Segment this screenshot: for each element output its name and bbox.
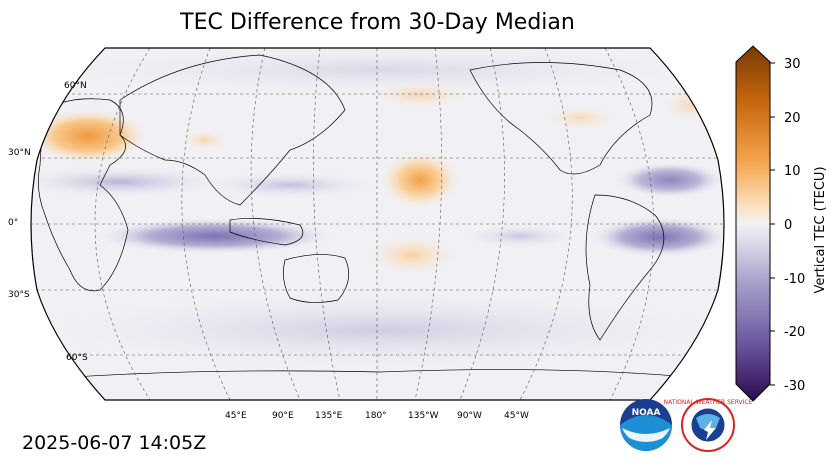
colorbar-tick-30: 30 (784, 57, 801, 72)
coastlines (38, 54, 701, 379)
colorbar-label: Vertical TEC (TECU) (813, 166, 828, 293)
lon-label-135e: 135°E (315, 411, 343, 421)
positive-anomaly-europe (31, 108, 150, 164)
negative-anomaly-south-america (590, 217, 724, 257)
noaa-logo: NOAA (620, 399, 672, 451)
colorbar-tick-20: 20 (784, 111, 801, 126)
colorbar-tick-neg20: -20 (784, 325, 805, 340)
lat-label-30n: 30°N (8, 148, 31, 158)
negative-anomaly-indian-ocean (95, 218, 335, 254)
nws-logo: NATIONAL WEATHER SERVICE (664, 398, 753, 452)
lat-label-60n: 60°N (64, 81, 87, 91)
map-title: TEC Difference from 30-Day Median (180, 10, 575, 35)
colorbar-tick-0: 0 (784, 218, 792, 233)
lat-label-60s: 60°S (66, 353, 88, 363)
colorbar-body (735, 45, 771, 402)
lon-label-135w: 135°W (408, 411, 439, 421)
tec-field (31, 48, 724, 400)
lon-label-45w: 45°W (504, 411, 529, 421)
graticule (31, 48, 724, 400)
lat-label-0: 0° (8, 218, 18, 228)
lon-label-180: 180° (365, 411, 387, 421)
negative-anomaly-atlantic (615, 162, 724, 198)
lon-label-45e: 45°E (225, 411, 247, 421)
positive-anomaly-central-pacific (378, 150, 462, 210)
colorbar-tick-10: 10 (784, 164, 801, 179)
noaa-logo-text: NOAA (632, 408, 661, 418)
colorbar-tick-neg10: -10 (784, 272, 805, 287)
lon-label-90w: 90°W (457, 411, 482, 421)
nws-logo-text: NATIONAL WEATHER SERVICE (664, 399, 753, 406)
colorbar: 30 20 10 0 -10 -20 -30 Vertical TEC (TEC… (735, 45, 828, 402)
lat-label-30s: 30°S (8, 290, 30, 300)
lon-label-90e: 90°E (272, 411, 294, 421)
negative-anomaly-africa (31, 166, 230, 198)
colorbar-tick-neg30: -30 (784, 379, 805, 394)
timestamp: 2025-06-07 14:05Z (22, 432, 207, 454)
